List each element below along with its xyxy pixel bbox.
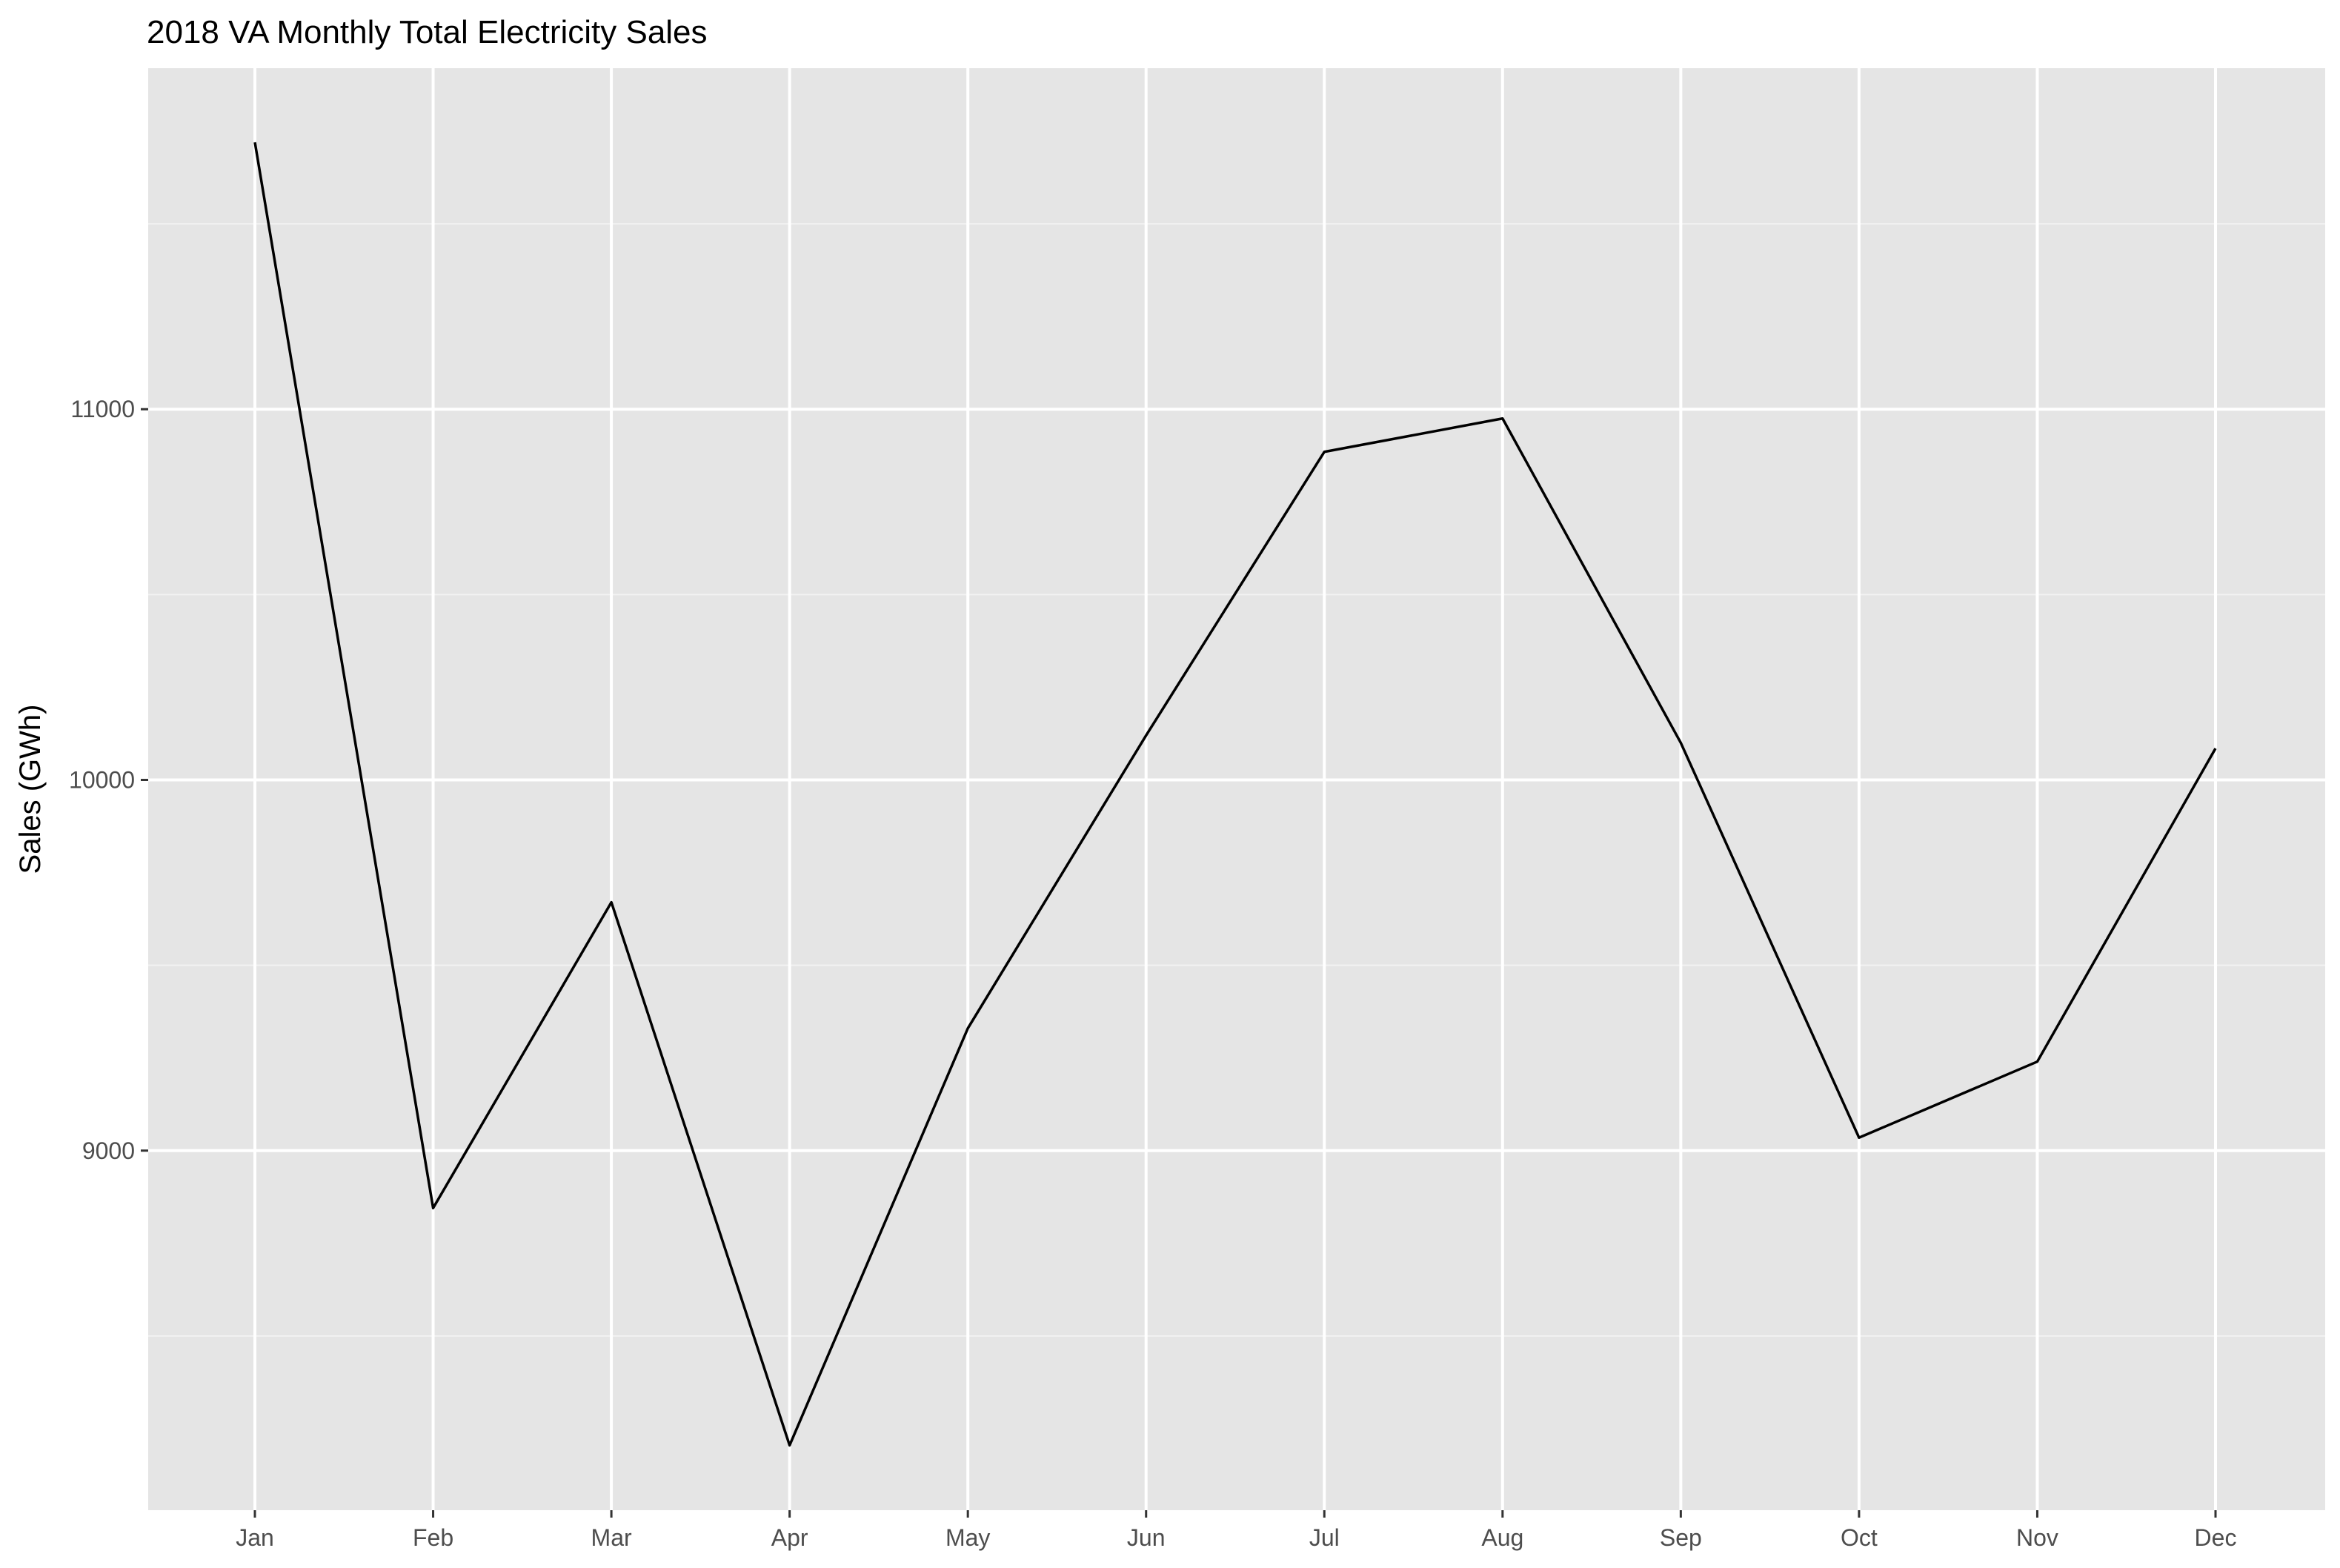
series-line bbox=[253, 142, 2217, 1447]
y-tick-label: 9000 bbox=[82, 1137, 135, 1164]
plot-panel-background bbox=[148, 68, 2325, 1510]
chart-title: 2018 VA Monthly Total Electricity Sales bbox=[147, 14, 708, 50]
y-tick-label: 11000 bbox=[70, 396, 135, 422]
x-tick-label: Aug bbox=[1481, 1524, 1523, 1551]
y-tick-label: 10000 bbox=[69, 766, 135, 793]
x-tick-label: Jun bbox=[1127, 1524, 1166, 1551]
x-tick-label: Jul bbox=[1309, 1524, 1340, 1551]
x-tick-label: Feb bbox=[413, 1524, 453, 1551]
x-tick-label: May bbox=[945, 1524, 990, 1551]
y-axis-label: Sales (GWh) bbox=[14, 705, 47, 874]
x-tick-label: Apr bbox=[771, 1524, 808, 1551]
x-tick-label: Nov bbox=[2016, 1524, 2058, 1551]
plot-area: 9000 10000 11000 Jan Feb Mar Apr May Jun Jul Aug Se… bbox=[69, 68, 2325, 1551]
x-tick-label: Dec bbox=[2195, 1524, 2237, 1551]
x-tick-label: Oct bbox=[1841, 1524, 1878, 1551]
x-tick-label: Sep bbox=[1660, 1524, 1702, 1551]
x-tick-label: Mar bbox=[591, 1524, 632, 1551]
x-tick-label: Jan bbox=[236, 1524, 274, 1551]
